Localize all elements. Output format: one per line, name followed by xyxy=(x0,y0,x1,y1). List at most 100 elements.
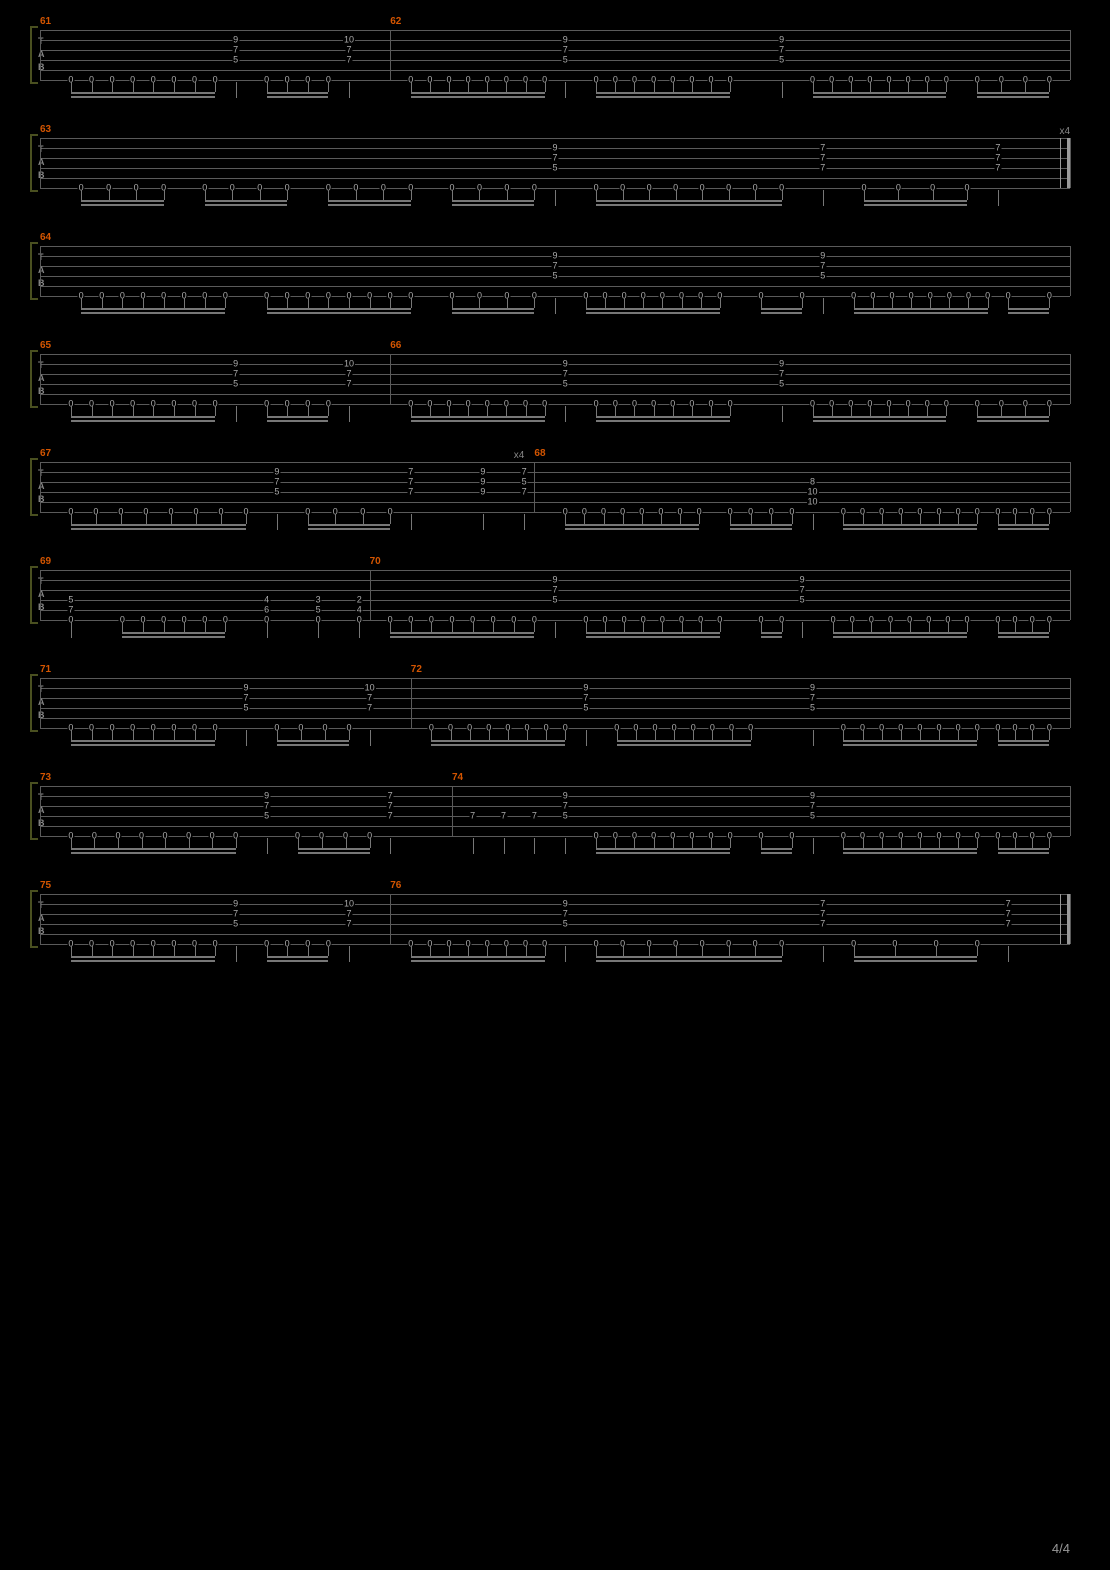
note-stem xyxy=(565,406,566,422)
beam xyxy=(71,416,215,418)
fret-number: 7 xyxy=(582,694,589,703)
note-stem xyxy=(328,946,329,956)
barline xyxy=(40,462,41,512)
beam-layer xyxy=(40,514,1070,536)
note-stem xyxy=(555,298,556,314)
beam xyxy=(586,312,720,314)
beam-group xyxy=(277,730,349,752)
beam xyxy=(761,852,792,854)
staff-line xyxy=(40,678,1070,679)
tab-staff: TAB9757779997578101000000000000000000000… xyxy=(40,462,1070,512)
beam xyxy=(205,204,287,206)
staff-bracket xyxy=(30,26,38,84)
fret-number: 9 xyxy=(799,576,806,585)
beam xyxy=(452,200,534,202)
tab-letter: B xyxy=(38,819,45,828)
beam xyxy=(596,92,730,94)
barline xyxy=(1070,786,1071,836)
beam xyxy=(813,416,947,418)
beam-layer xyxy=(40,190,1070,212)
measure-number: 66 xyxy=(390,340,401,351)
beam xyxy=(411,96,545,98)
fret-number: 5 xyxy=(562,920,569,929)
staff-line xyxy=(40,384,1070,385)
fret-number: 5 xyxy=(232,920,239,929)
beam xyxy=(998,848,1050,850)
measure-number: 73 xyxy=(40,772,51,783)
note-stem xyxy=(71,622,72,638)
fret-number: 4 xyxy=(356,606,363,615)
beam xyxy=(122,632,225,634)
fret-number: 7 xyxy=(366,694,373,703)
tab-letter: A xyxy=(38,158,45,167)
fret-number: 5 xyxy=(551,596,558,605)
staff-bracket xyxy=(30,674,38,732)
tab-staff: TAB9751077975777777000000000000000000000… xyxy=(40,894,1070,944)
note-stem xyxy=(977,514,978,524)
note-stem xyxy=(782,622,783,632)
beam xyxy=(843,848,977,850)
beam xyxy=(298,848,370,850)
tab-system: 64TAB97597500000000000000000000000000000… xyxy=(40,246,1070,296)
beam-group xyxy=(977,406,1049,428)
beam xyxy=(761,308,802,310)
barline xyxy=(370,570,371,620)
fret-number: 7 xyxy=(819,910,826,919)
fret-number: 9 xyxy=(232,36,239,45)
staff-line xyxy=(40,708,1070,709)
beam xyxy=(277,740,349,742)
fret-number: 7 xyxy=(531,812,538,821)
note-stem xyxy=(236,82,237,98)
fret-number: 7 xyxy=(263,802,270,811)
note-stem xyxy=(730,406,731,416)
tab-system: 6970TAB570460350240975975000000000000000… xyxy=(40,570,1070,620)
staff-line xyxy=(40,570,1070,571)
beam-group xyxy=(730,514,792,536)
beam xyxy=(431,740,565,742)
fret-number: 9 xyxy=(809,792,816,801)
beam-group xyxy=(122,622,225,644)
note-stem xyxy=(411,190,412,200)
tab-letter: B xyxy=(38,171,45,180)
fret-number: 9 xyxy=(479,478,486,487)
beam xyxy=(586,632,720,634)
fret-number: 7 xyxy=(562,370,569,379)
note-stem xyxy=(1049,514,1050,524)
beam-group xyxy=(411,406,545,428)
note-stem xyxy=(782,190,783,200)
note-stem xyxy=(977,838,978,848)
note-stem xyxy=(1049,406,1050,416)
fret-number: 8 xyxy=(809,478,816,487)
beam-group xyxy=(71,82,215,104)
staff-line xyxy=(40,806,1070,807)
fret-number: 7 xyxy=(387,812,394,821)
note-stem xyxy=(946,82,947,92)
note-stem xyxy=(164,190,165,200)
beam xyxy=(71,96,215,98)
fret-number: 9 xyxy=(551,576,558,585)
beam xyxy=(122,636,225,638)
staff-bracket xyxy=(30,782,38,840)
fret-number: 7 xyxy=(232,370,239,379)
fret-number: 7 xyxy=(67,606,74,615)
beam-group xyxy=(843,514,977,536)
fret-number: 7 xyxy=(551,262,558,271)
fret-number: 7 xyxy=(819,920,826,929)
note-stem xyxy=(215,946,216,956)
beam-group xyxy=(565,514,699,536)
staff-line xyxy=(40,698,1070,699)
beam xyxy=(1008,312,1049,314)
note-stem xyxy=(967,622,968,632)
note-stem xyxy=(524,514,525,530)
note-stem xyxy=(349,946,350,962)
fret-number: 7 xyxy=(809,802,816,811)
fret-number: 7 xyxy=(232,910,239,919)
staff-bracket xyxy=(30,890,38,948)
barline xyxy=(40,894,41,944)
note-stem xyxy=(534,838,535,854)
note-stem xyxy=(349,82,350,98)
fret-number: 9 xyxy=(551,252,558,261)
fret-number: 7 xyxy=(242,694,249,703)
fret-number: 9 xyxy=(778,360,785,369)
staff-line xyxy=(40,296,1070,297)
